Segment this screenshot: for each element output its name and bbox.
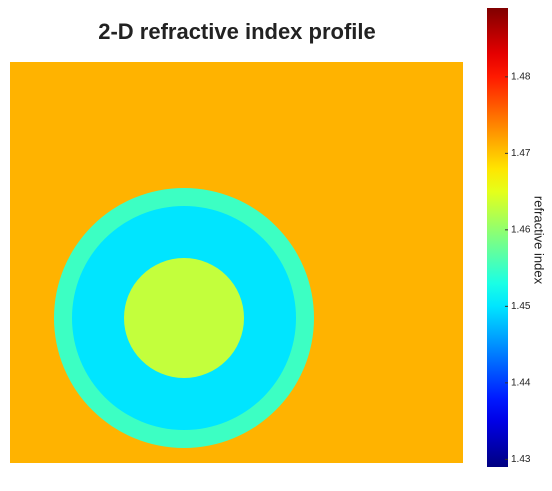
colorbar-tick-label: 1.46: [511, 224, 531, 235]
colorbar-tick-label: 1.48: [511, 71, 531, 82]
colorbar-tick-label: 1.47: [511, 148, 531, 159]
image: [10, 62, 463, 463]
colorbar: [487, 8, 508, 467]
ring-region: [124, 258, 244, 378]
colorbar-tick-label: 1.43: [511, 454, 531, 465]
colorbar-label: refractive index: [532, 196, 547, 285]
chart-title: 2-D refractive index profile: [98, 19, 376, 44]
colorbar-tick-label: 1.44: [511, 377, 531, 388]
colorbar-tick-label: 1.45: [511, 301, 531, 312]
